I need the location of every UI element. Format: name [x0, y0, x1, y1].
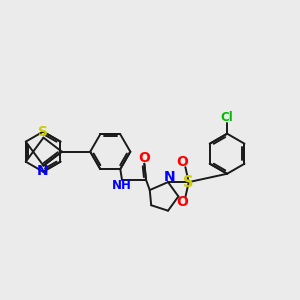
Text: N: N	[36, 164, 48, 178]
Text: Cl: Cl	[221, 112, 233, 124]
Text: S: S	[38, 125, 48, 139]
Text: NH: NH	[112, 178, 132, 192]
Text: O: O	[176, 195, 188, 209]
Text: O: O	[138, 151, 150, 165]
Text: O: O	[176, 155, 188, 169]
Text: S: S	[184, 175, 194, 190]
Text: N: N	[164, 170, 176, 184]
